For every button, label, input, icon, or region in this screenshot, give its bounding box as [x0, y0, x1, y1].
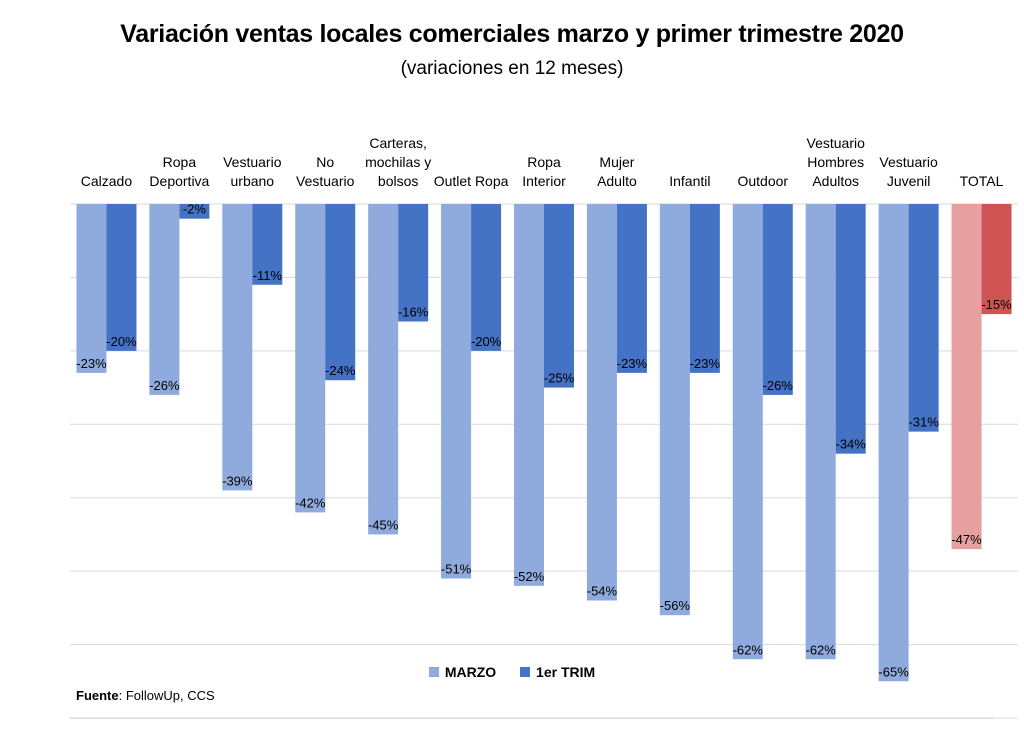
data-label: -2%	[183, 202, 207, 217]
bar-marzo	[368, 204, 399, 535]
category-label: Outlet Ropa	[434, 173, 509, 189]
category-label: Interior	[522, 173, 566, 189]
data-label: -52%	[514, 569, 545, 584]
bar-marzo	[222, 204, 253, 491]
bar-trim	[179, 204, 210, 219]
data-label: -47%	[951, 532, 982, 547]
bar-trim	[325, 204, 356, 381]
data-label: -45%	[368, 517, 399, 532]
data-label: -26%	[149, 378, 180, 393]
data-label: -39%	[222, 473, 253, 488]
source-label: Fuente	[76, 688, 119, 703]
category-label: mochilas y	[365, 154, 431, 170]
data-label: -54%	[587, 584, 618, 599]
category-label: Adulto	[597, 173, 637, 189]
category-label: Mujer	[599, 154, 634, 170]
bar-trim	[616, 204, 647, 373]
legend-swatch-trim	[520, 667, 531, 677]
category-labels: Calzado Ropa Deportiva Vestuario urbano No Ves…	[81, 135, 1004, 189]
legend-swatch-marzo	[428, 667, 439, 677]
data-label: -42%	[295, 495, 326, 510]
data-label: -24%	[325, 363, 356, 378]
data-label: -65%	[878, 664, 909, 679]
data-label: -11%	[253, 268, 283, 283]
category-label: Vestuario	[879, 154, 938, 170]
bar-trim	[471, 204, 502, 351]
legend-item-trim: 1er TRIM	[520, 664, 595, 680]
bar-trim	[106, 204, 137, 351]
bar-marzo	[149, 204, 180, 395]
legend-label-trim: 1er TRIM	[536, 664, 596, 680]
category-label: Deportiva	[149, 173, 209, 189]
chart-title: Variación ventas locales comerciales mar…	[120, 20, 904, 48]
data-label: -25%	[544, 371, 575, 386]
bar-trim	[981, 204, 1012, 315]
bar-trim	[908, 204, 939, 432]
bar-trim	[689, 204, 720, 373]
data-label: -23%	[617, 356, 648, 371]
data-label: -51%	[441, 561, 472, 576]
category-label: Ropa	[163, 154, 197, 170]
data-label: -62%	[733, 642, 764, 657]
category-label: Vestuario	[223, 154, 282, 170]
bar-trim	[544, 204, 574, 388]
bar-marzo	[878, 204, 909, 682]
data-label: -16%	[398, 304, 429, 319]
data-label: -34%	[836, 437, 867, 452]
chart-subtitle: (variaciones en 12 meses)	[400, 58, 624, 79]
data-label: -62%	[806, 642, 837, 657]
category-label: Vestuario	[807, 135, 866, 151]
bar-marzo	[951, 204, 982, 550]
category-label: bolsos	[378, 173, 418, 189]
category-label: Hombres	[807, 154, 864, 170]
bar-marzo	[441, 204, 472, 579]
bar-trim	[252, 204, 283, 285]
category-label: Infantil	[669, 173, 710, 189]
category-label: Vestuario	[296, 173, 355, 189]
source-text: : FollowUp, CCS	[118, 688, 215, 703]
bar-marzo	[805, 204, 836, 660]
bar-trim	[762, 204, 793, 395]
data-labels: -23% -20% -26% -2% -39% -11% -42% -24% -45% -16% -…	[76, 202, 1012, 680]
source-note: Fuente: FollowUp, CCS	[76, 688, 215, 703]
bar-marzo	[659, 204, 690, 616]
bar-trim	[398, 204, 429, 322]
category-label: Adultos	[812, 173, 859, 189]
data-label: -31%	[908, 415, 939, 430]
category-label: urbano	[231, 173, 275, 189]
data-label: -20%	[106, 334, 137, 349]
data-label: -23%	[76, 356, 107, 371]
bar-trim	[835, 204, 866, 454]
data-label: -15%	[981, 297, 1012, 312]
category-label: Juvenil	[887, 173, 931, 189]
category-label: TOTAL	[960, 173, 1004, 189]
category-label: Ropa	[527, 154, 561, 170]
bar-marzo	[514, 204, 544, 586]
legend-label-marzo: MARZO	[444, 664, 497, 680]
category-label: Calzado	[81, 173, 133, 189]
legend-item-marzo: MARZO	[428, 664, 497, 680]
category-label: No	[316, 154, 334, 170]
category-label: Carteras,	[369, 135, 427, 151]
data-label: -23%	[690, 356, 721, 371]
legend: MARZO 1er TRIM	[0, 664, 1024, 680]
bottom-divider	[70, 718, 994, 719]
bar-marzo	[732, 204, 763, 660]
bar-marzo	[586, 204, 617, 601]
bar-marzo	[76, 204, 107, 373]
data-label: -26%	[763, 378, 794, 393]
data-label: -20%	[471, 334, 502, 349]
category-label: Outdoor	[737, 173, 788, 189]
bars	[76, 204, 1012, 682]
data-label: -56%	[660, 598, 691, 613]
bar-marzo	[295, 204, 326, 513]
